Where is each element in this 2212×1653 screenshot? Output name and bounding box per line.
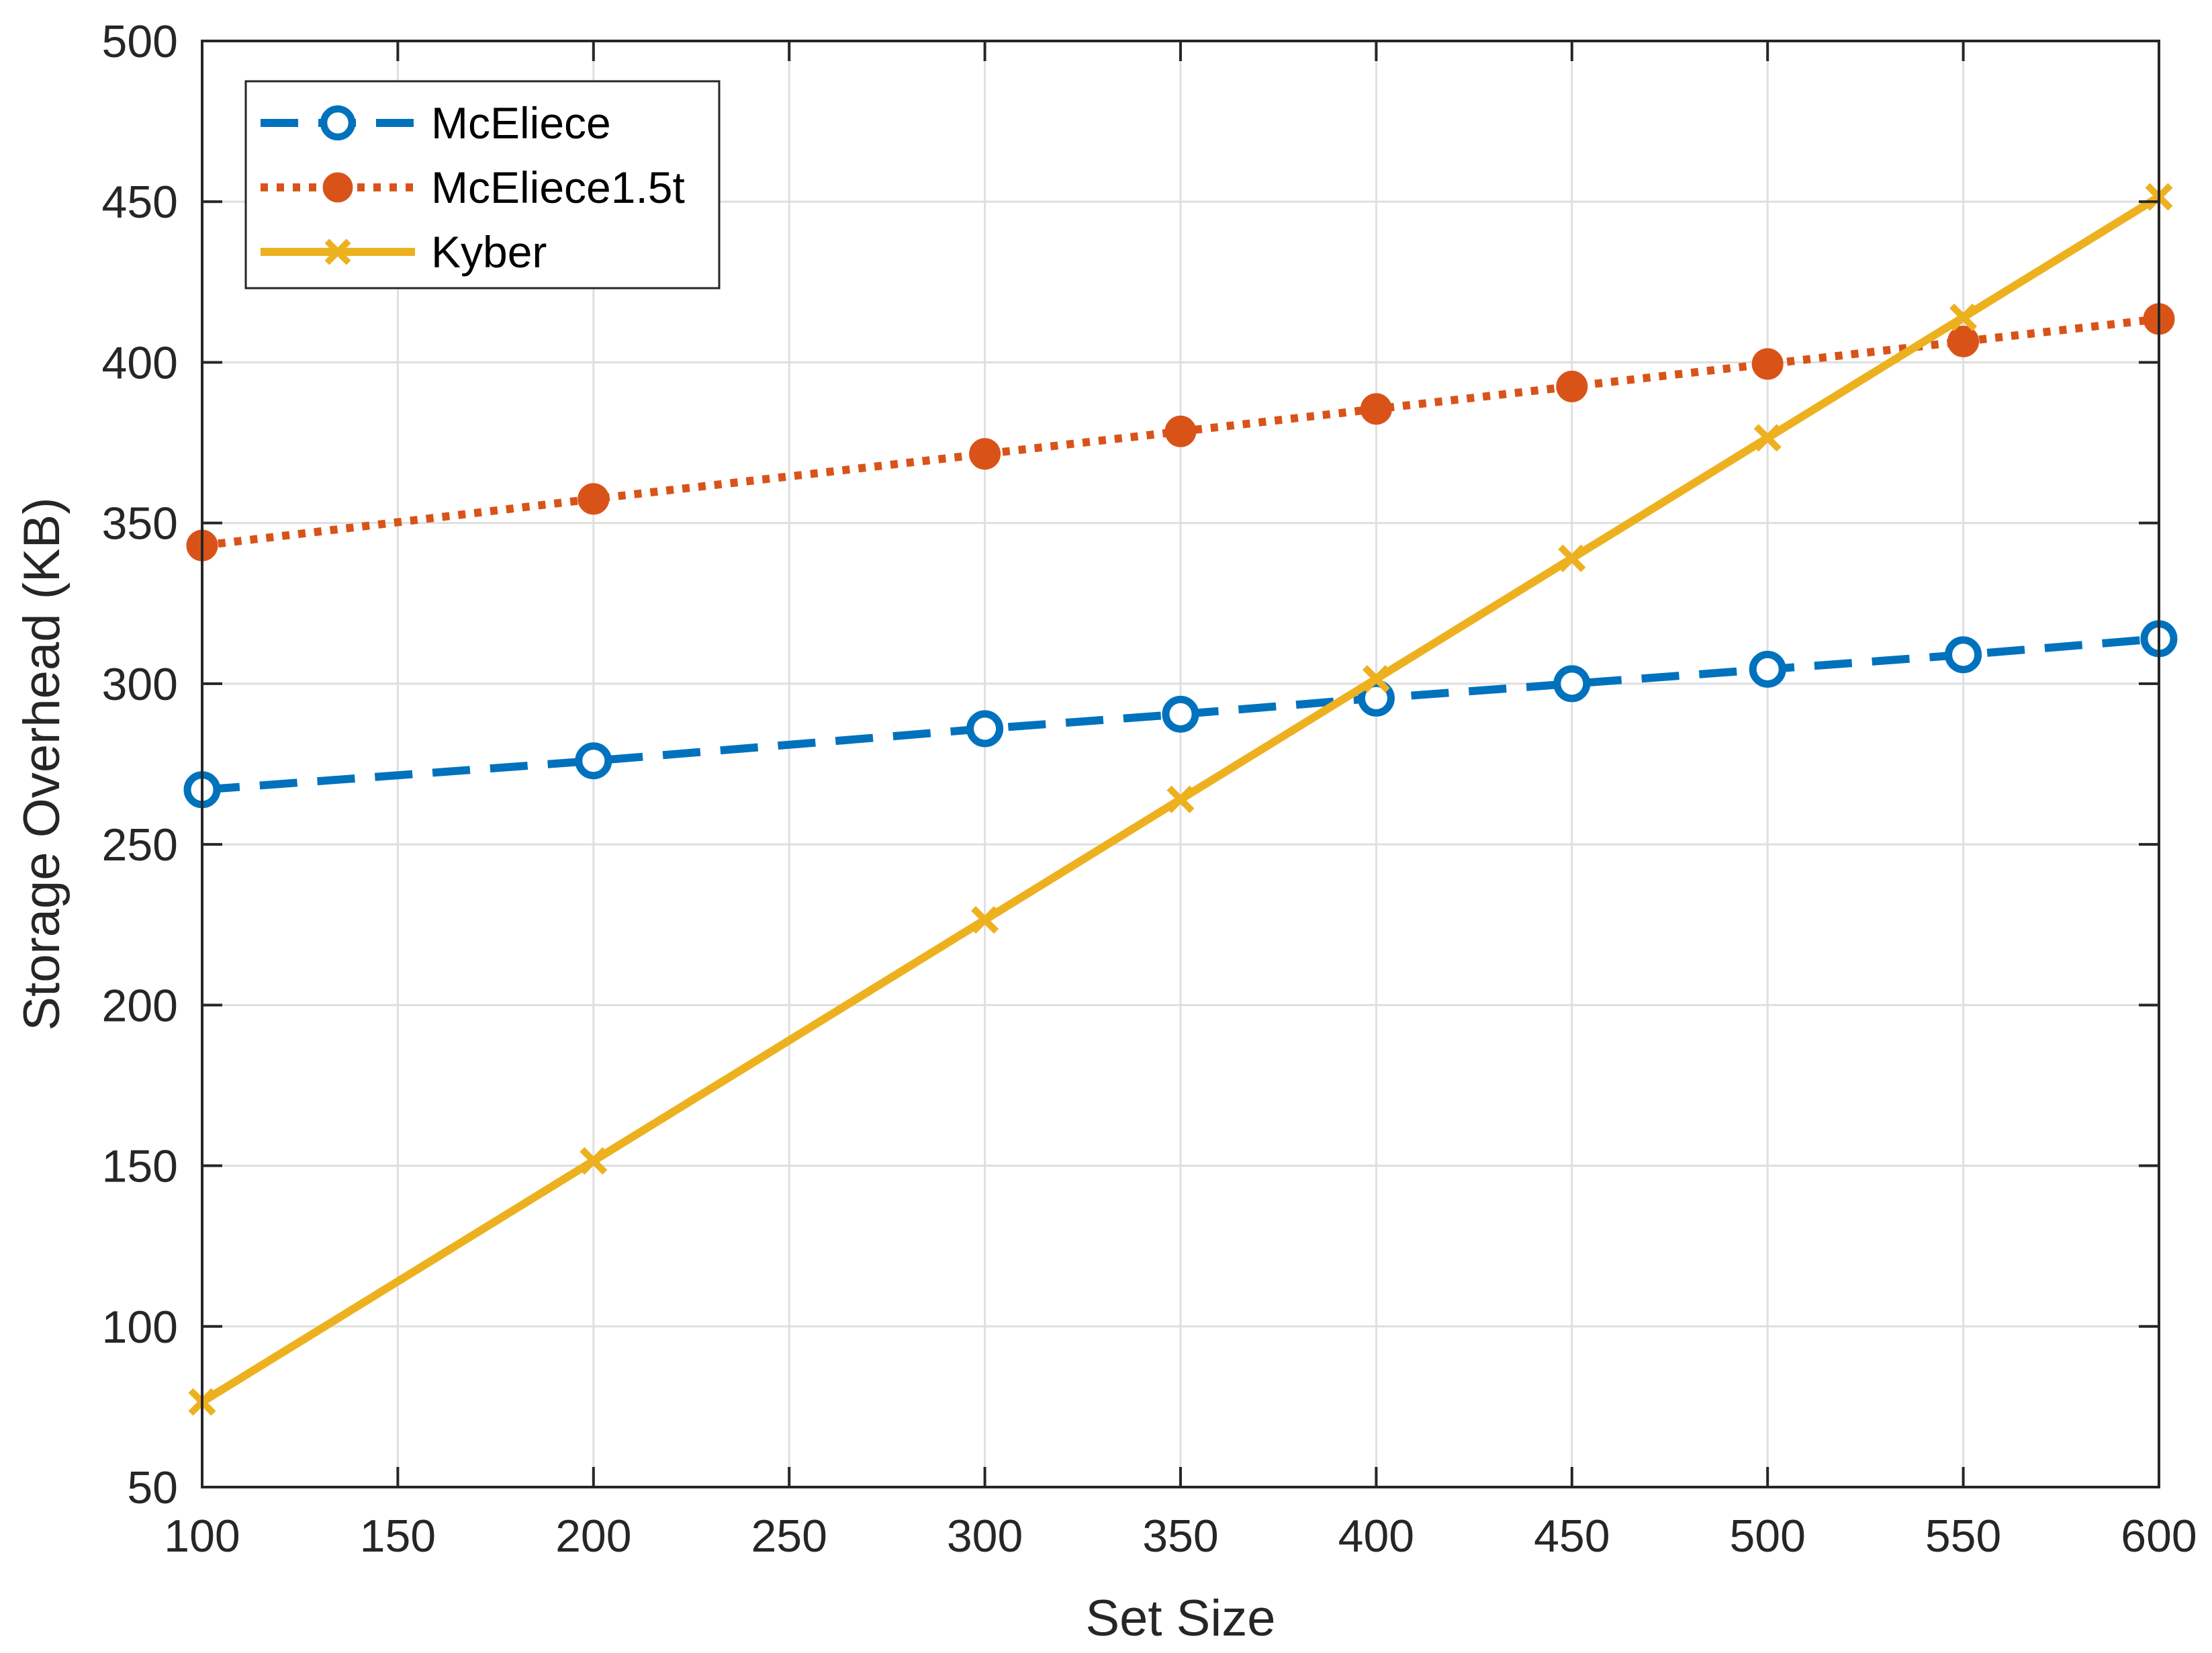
data-point-mceliece (1162, 695, 1199, 733)
data-point-kyber (1362, 665, 1390, 693)
x-tick-label: 450 (1534, 1511, 1610, 1562)
series-kyber (188, 183, 2173, 1416)
data-point-mceliece1-5t (969, 438, 1001, 470)
y-tick-label: 250 (102, 819, 178, 870)
x-tick-label: 250 (751, 1511, 827, 1562)
legend-swatch-marker (320, 105, 356, 141)
legend: McEliece McEliece1.5t Kyber (244, 80, 721, 289)
x-tick-label: 400 (1338, 1511, 1414, 1562)
data-point-mceliece1-5t (1947, 325, 1980, 357)
legend-label: McEliece1.5t (431, 163, 685, 212)
y-tick-label: 500 (102, 16, 178, 67)
data-point-mceliece1-5t (1360, 393, 1392, 425)
legend-entries: McEliece McEliece1.5t Kyber (261, 98, 685, 277)
data-point-kyber (971, 906, 999, 934)
data-point-mceliece (1945, 636, 1982, 674)
x-tick-label: 100 (164, 1511, 240, 1562)
legend-item-mceliece: McEliece (261, 98, 611, 148)
data-point-kyber (1753, 424, 1782, 452)
legend-item-mceliece1-5t: McEliece1.5t (261, 163, 685, 212)
data-point-kyber (1166, 785, 1195, 813)
legend-swatch-marker (324, 238, 351, 265)
data-series (183, 183, 2178, 1416)
y-tick-label: 300 (102, 659, 178, 710)
data-point-mceliece (575, 742, 612, 780)
y-tick-label: 150 (102, 1141, 178, 1192)
legend-item-kyber: Kyber (261, 227, 547, 277)
x-tick-label: 200 (555, 1511, 631, 1562)
data-point-mceliece1-5t (1751, 348, 1784, 380)
x-axis-label: Set Size (1085, 1590, 1275, 1647)
x-tick-label: 150 (360, 1511, 436, 1562)
data-point-kyber (1949, 303, 1978, 331)
data-point-mceliece1-5t (1164, 415, 1197, 447)
x-tick-label: 300 (947, 1511, 1023, 1562)
x-tick-label: 550 (1925, 1511, 2001, 1562)
data-point-mceliece (966, 710, 1004, 748)
y-tick-label: 350 (102, 498, 178, 549)
legend-label: Kyber (431, 227, 547, 277)
y-tick-label: 400 (102, 337, 178, 388)
y-axis-label: Storage Overhead (KB) (13, 497, 71, 1030)
data-point-mceliece1-5t (1556, 370, 1588, 402)
data-point-mceliece (1553, 665, 1591, 703)
data-point-kyber (1558, 544, 1586, 572)
y-tick-label: 50 (127, 1462, 178, 1513)
data-point-mceliece (1749, 650, 1786, 688)
y-tick-label: 200 (102, 980, 178, 1031)
x-tick-label: 350 (1142, 1511, 1218, 1562)
legend-label: McEliece (431, 98, 611, 148)
series-mceliece1-5t (186, 303, 2175, 562)
data-point-mceliece1-5t (578, 483, 610, 515)
axis-ticks: 100 150 200 250 300 350 400 450 500 550 6005010015… (102, 16, 2197, 1562)
x-tick-label: 500 (1729, 1511, 1805, 1562)
data-point-kyber (580, 1147, 608, 1175)
x-tick-label: 600 (2121, 1511, 2197, 1562)
y-tick-label: 100 (102, 1302, 178, 1353)
y-tick-label: 450 (102, 177, 178, 228)
legend-swatch-marker (322, 172, 353, 203)
